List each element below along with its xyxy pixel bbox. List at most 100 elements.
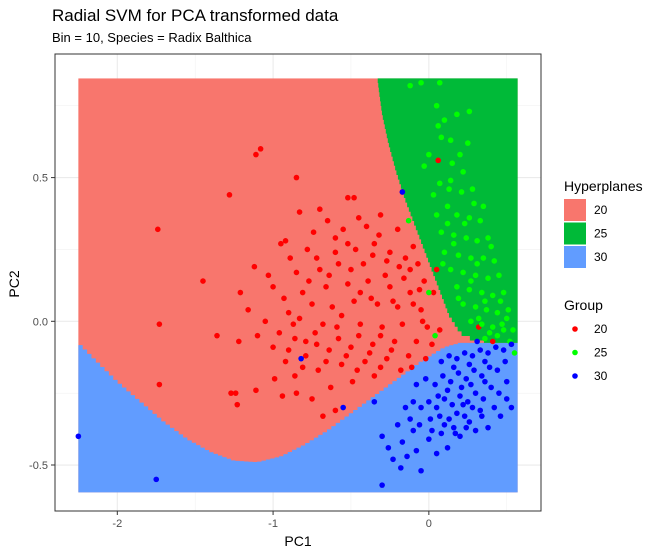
point-group-20 [360, 261, 367, 267]
point-group-20 [299, 364, 306, 371]
point-group-30 [469, 352, 476, 359]
point-group-20 [332, 407, 339, 414]
point-group-25 [497, 298, 504, 304]
point-group-25 [433, 102, 440, 109]
point-group-20 [348, 344, 354, 350]
point-group-30 [340, 404, 346, 411]
point-group-20 [293, 174, 300, 181]
point-group-30 [399, 189, 406, 195]
legend-key-swatch [564, 222, 586, 245]
point-group-20 [387, 284, 393, 290]
point-group-25 [477, 217, 484, 224]
point-group-25 [455, 252, 462, 258]
legend-hyperplanes: Hyperplanes 20 25 30 [564, 178, 643, 268]
point-group-20 [317, 266, 323, 273]
point-group-20 [348, 266, 354, 273]
point-group-30 [438, 358, 445, 365]
point-group-25 [494, 332, 501, 339]
point-group-25 [432, 332, 438, 339]
chart-subtitle: Bin = 10, Species = Radix Balthica [52, 30, 252, 45]
point-group-25 [482, 298, 488, 304]
point-group-20 [271, 375, 278, 382]
legend-label: 25 [594, 346, 608, 360]
point-group-30 [418, 467, 424, 474]
point-group-30 [457, 433, 463, 440]
point-group-30 [455, 370, 462, 376]
point-group-20 [282, 358, 289, 365]
point-group-20 [376, 232, 382, 238]
point-group-25 [489, 292, 496, 299]
point-group-30 [418, 404, 424, 411]
point-group-25 [405, 217, 412, 224]
point-group-30 [75, 433, 82, 440]
point-group-20 [357, 321, 364, 327]
point-group-20 [309, 301, 315, 307]
point-group-20 [326, 347, 332, 353]
point-group-20 [253, 387, 259, 394]
point-group-20 [334, 324, 340, 330]
point-group-25 [440, 261, 446, 267]
point-group-20 [270, 344, 276, 350]
legend-key-swatch [564, 199, 586, 221]
point-group-20 [214, 332, 220, 339]
point-group-25 [441, 249, 448, 256]
point-group-20 [326, 272, 332, 279]
point-group-20 [419, 318, 426, 325]
point-group-25 [460, 169, 466, 175]
point-group-20 [369, 252, 376, 258]
legend-key-point [572, 349, 578, 356]
data-points [75, 79, 518, 488]
point-group-30 [410, 398, 417, 405]
point-group-30 [508, 404, 515, 411]
point-group-20 [292, 373, 298, 379]
point-group-20 [357, 289, 364, 296]
point-group-30 [503, 378, 510, 385]
point-group-25 [474, 238, 480, 244]
point-group-20 [365, 278, 371, 284]
point-group-25 [444, 220, 451, 227]
point-group-25 [485, 275, 491, 281]
point-group-30 [404, 453, 410, 460]
point-group-25 [479, 321, 485, 327]
x-axis: -2 -1 0 [112, 511, 432, 530]
point-group-25 [454, 111, 460, 118]
point-group-30 [464, 398, 471, 405]
point-group-30 [298, 355, 304, 362]
x-axis-label: PC1 [284, 533, 311, 549]
point-group-20 [394, 226, 401, 233]
point-group-20 [237, 289, 244, 296]
point-group-30 [441, 421, 448, 428]
point-group-25 [436, 79, 443, 86]
point-group-25 [503, 315, 510, 322]
point-group-25 [494, 309, 501, 316]
point-group-20 [345, 240, 351, 247]
point-group-25 [460, 269, 466, 276]
point-group-20 [279, 393, 286, 399]
point-group-30 [463, 375, 470, 382]
legend-key-point [572, 373, 578, 379]
point-group-20 [335, 261, 342, 267]
point-group-20 [320, 413, 326, 419]
point-group-30 [503, 396, 510, 402]
point-group-20 [254, 332, 261, 339]
point-group-25 [438, 134, 445, 141]
y-tick-label: 0.5 [33, 173, 48, 185]
point-group-20 [313, 341, 320, 348]
point-group-30 [491, 404, 498, 411]
point-group-30 [429, 427, 435, 434]
point-group-30 [508, 341, 515, 348]
point-group-20 [276, 329, 283, 336]
point-group-30 [447, 378, 454, 385]
point-group-30 [460, 401, 466, 408]
point-group-30 [390, 456, 396, 463]
point-group-30 [494, 367, 501, 373]
point-group-25 [499, 321, 505, 327]
point-group-20 [320, 321, 326, 327]
legend-key-swatch [564, 246, 586, 268]
point-group-20 [262, 318, 269, 325]
point-group-20 [226, 192, 233, 198]
point-group-30 [461, 350, 468, 356]
point-group-25 [447, 137, 454, 144]
point-group-20 [234, 401, 241, 408]
